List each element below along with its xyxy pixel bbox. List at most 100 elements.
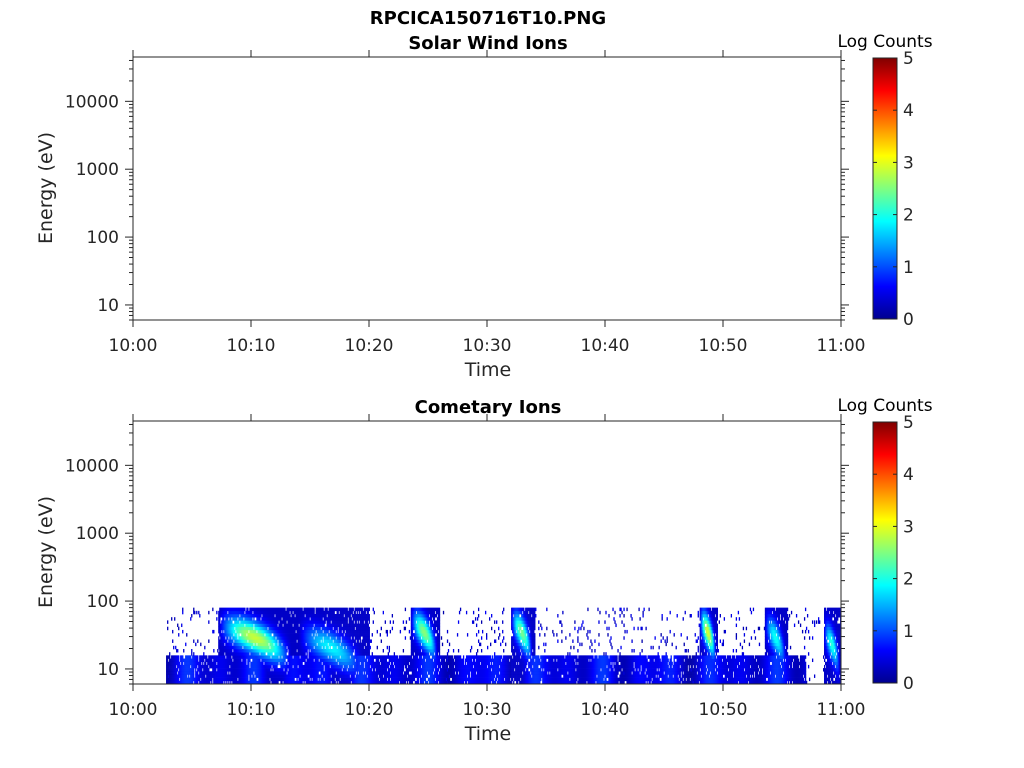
- spectrogram-cell: [249, 607, 251, 612]
- spectrogram-cell: [348, 639, 350, 643]
- spectrogram-cell: [291, 658, 293, 663]
- spectrogram-cell: [256, 626, 258, 631]
- spectrogram-cell: [343, 658, 345, 663]
- spectrogram-cell: [407, 661, 410, 666]
- spectrogram-cell: [347, 671, 349, 675]
- spectrogram-cell: [310, 626, 312, 631]
- spectrogram-cell: [283, 642, 285, 647]
- spectrogram-cell: [330, 658, 332, 663]
- spectrogram-cell: [414, 629, 417, 634]
- spectrogram-cell: [207, 677, 209, 682]
- spectrogram-cell: [331, 614, 333, 618]
- spectrogram-cell: [353, 668, 355, 672]
- spectrogram-cell: [313, 668, 315, 672]
- spectrogram-cell: [361, 668, 363, 672]
- spectrogram-cell: [417, 617, 420, 621]
- spectrogram-cell: [237, 652, 239, 656]
- spectrogram-cell: [434, 629, 437, 634]
- spectrogram-cell: [236, 668, 238, 672]
- spectrogram-cell: [358, 658, 360, 663]
- spectrogram-cell: [428, 636, 431, 640]
- spectrogram-cell: [272, 617, 274, 621]
- spectrogram-cell: [424, 614, 427, 618]
- spectrogram-cell: [315, 674, 317, 678]
- spectrogram-cell: [290, 633, 292, 637]
- spectrogram-cell: [286, 649, 288, 653]
- spectrogram-cell: [383, 677, 385, 682]
- x-tick-label: 10:40: [581, 336, 630, 356]
- spectrogram-cell: [311, 610, 313, 615]
- spectrogram-cell: [326, 668, 328, 672]
- spectrogram-cell: [296, 610, 298, 615]
- spectrogram-cell: [361, 633, 363, 637]
- spectrogram-cell: [189, 680, 191, 685]
- spectrogram-cell: [289, 620, 291, 624]
- spectrogram-cell: [320, 623, 322, 628]
- spectrogram-cell: [235, 677, 237, 682]
- spectrogram-cell: [400, 668, 403, 672]
- spectrogram-cell: [231, 671, 233, 675]
- spectrogram-cell: [430, 652, 433, 656]
- spectrogram-cell: [332, 664, 334, 669]
- spectrogram-cell: [330, 677, 332, 682]
- spectrogram-cell: [269, 620, 271, 624]
- spectrogram-cell: [321, 636, 323, 640]
- spectrogram-cell: [254, 664, 256, 669]
- spectrogram-cell: [340, 645, 342, 650]
- spectrogram-cell: [435, 671, 438, 675]
- spectrogram-cell: [298, 626, 300, 631]
- spectrogram-cell: [323, 661, 325, 666]
- spectrogram-cell: [382, 664, 384, 669]
- spectrogram-cell: [315, 680, 317, 685]
- spectrogram-cell: [239, 661, 241, 666]
- spectrogram-cell: [319, 680, 321, 685]
- spectrogram-cell: [284, 671, 286, 675]
- spectrogram-cell: [178, 661, 180, 666]
- spectrogram-cell: [327, 614, 329, 618]
- spectrogram-cell: [195, 658, 197, 663]
- spectrogram-cell: [239, 636, 241, 640]
- spectrogram-cell: [365, 620, 367, 624]
- spectrogram-cell: [416, 610, 419, 615]
- spectrogram-cell: [303, 617, 305, 621]
- spectrogram-cell: [361, 620, 363, 624]
- spectrogram-cell: [236, 633, 238, 637]
- spectrogram-cell: [189, 668, 191, 672]
- spectrogram-cell: [266, 607, 268, 612]
- spectrogram-cell: [345, 620, 347, 624]
- spectrogram-cell: [287, 614, 289, 618]
- spectrogram-cell: [300, 642, 302, 647]
- spectrogram-cell: [203, 664, 205, 669]
- spectrogram-cell: [305, 620, 307, 624]
- spectrogram-cell: [325, 661, 327, 666]
- spectrogram-cell: [191, 680, 193, 685]
- spectrogram-cell: [320, 610, 322, 615]
- spectrogram-cell: [390, 671, 393, 675]
- spectrogram-cell: [247, 664, 249, 669]
- spectrogram-cell: [442, 668, 445, 672]
- spectrogram-cell: [258, 658, 260, 663]
- spectrogram-cell: [323, 636, 325, 640]
- spectrogram-cell: [349, 668, 351, 672]
- spectrogram-cell: [235, 636, 237, 640]
- spectrogram-cell: [222, 664, 224, 669]
- spectrogram-cell: [312, 655, 314, 659]
- spectrogram-cell: [358, 671, 360, 675]
- spectrogram-cell: [263, 680, 265, 685]
- spectrogram-cell: [287, 674, 289, 678]
- spectrogram-cell: [310, 652, 312, 656]
- spectrogram-cell: [241, 677, 243, 682]
- spectrogram-cell: [296, 629, 298, 634]
- spectrogram-cell: [425, 639, 428, 643]
- spectrogram-cell: [385, 655, 387, 659]
- spectrogram-cell: [348, 614, 350, 618]
- spectrogram-cell: [380, 664, 382, 669]
- spectrogram-cell: [304, 629, 306, 634]
- spectrogram-cell: [222, 623, 224, 628]
- spectrogram-cell: [226, 677, 228, 682]
- spectrogram-cell: [315, 655, 317, 659]
- spectrogram-cell: [334, 636, 336, 640]
- spectrogram-cell: [256, 671, 258, 675]
- spectrogram-cell: [333, 674, 335, 678]
- spectrogram-cell: [237, 639, 239, 643]
